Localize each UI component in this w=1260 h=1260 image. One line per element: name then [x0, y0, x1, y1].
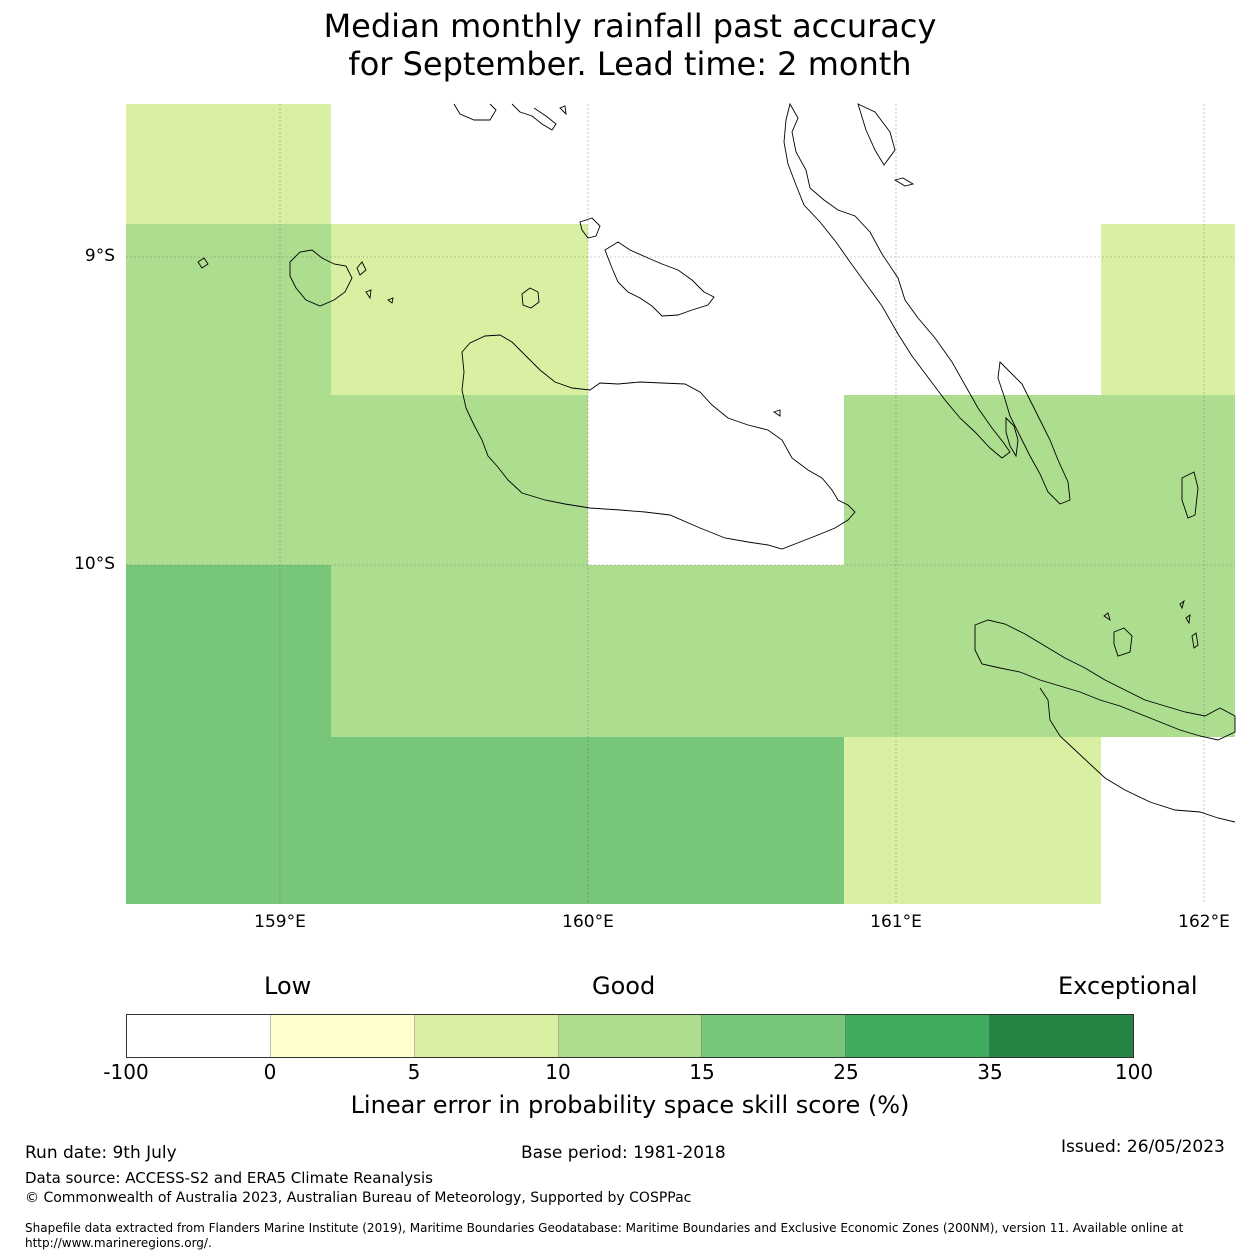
- coastline-makira: [974, 619, 1236, 741]
- coastline-islet-7: [1179, 599, 1185, 610]
- colorbar-tick: 0: [263, 1060, 277, 1084]
- legend-category-exceptional: Exceptional: [1058, 972, 1198, 1000]
- colorbar-tick: 5: [407, 1060, 421, 1084]
- skill-cell: [1101, 395, 1235, 565]
- legend-category-low: Low: [264, 972, 312, 1000]
- run-date: Run date: 9th July: [25, 1143, 177, 1163]
- colorbar-segment: [990, 1015, 1134, 1057]
- skill-cell: [331, 395, 588, 565]
- skill-cell: [331, 565, 588, 737]
- skill-cell: [588, 395, 844, 565]
- map-title-line-1: Median monthly rainfall past accuracy: [323, 7, 937, 45]
- skill-cell: [844, 737, 1101, 904]
- skill-cell: [331, 737, 588, 904]
- skill-cell: [1101, 565, 1235, 737]
- skill-cell: [844, 224, 1101, 395]
- skill-cell: [844, 104, 1101, 224]
- skill-cell: [588, 224, 844, 395]
- lat-label-10s: 10°S: [74, 554, 115, 574]
- colorbar-tick: -100: [103, 1060, 149, 1084]
- colorbar-segment: [558, 1015, 703, 1057]
- coastline-santa-isabel: [783, 102, 1011, 459]
- skill-cell: [1101, 104, 1235, 224]
- lon-label-159e: 159°E: [254, 912, 306, 932]
- coastline-islet-west: [197, 257, 209, 269]
- legend-category-good: Good: [592, 972, 656, 1000]
- coastline-islet-4: [893, 177, 915, 187]
- coastline-islet-11: [511, 103, 557, 131]
- colorbar-tick: 15: [689, 1060, 715, 1084]
- lon-label-161e: 161°E: [870, 912, 922, 932]
- coastline-islet-9: [1191, 632, 1199, 649]
- coastline-islet-3: [387, 297, 394, 304]
- lat-label-9s: 9°S: [84, 246, 115, 266]
- map-canvas: [126, 102, 1236, 904]
- coastlines: [197, 102, 1236, 823]
- skill-cell: [126, 565, 331, 737]
- colorbar-tick: 35: [977, 1060, 1003, 1084]
- coastline-islet-6: [1113, 627, 1133, 657]
- colorbar: [126, 1014, 1134, 1058]
- coastline-guadalcanal: [461, 334, 856, 550]
- coastline-islet-5: [1103, 612, 1111, 622]
- coastline-isabel-north: [857, 103, 896, 166]
- skill-cell: [1101, 737, 1235, 904]
- coastline-florida-islands: [604, 241, 715, 317]
- map-title-line-2: for September. Lead time: 2 month: [348, 45, 912, 83]
- shapefile-credit-line-1: Shapefile data extracted from Flanders M…: [25, 1221, 1184, 1235]
- lon-label-160e: 160°E: [562, 912, 614, 932]
- skill-cell: [1101, 224, 1235, 395]
- coastline-islet-13: [772, 409, 781, 417]
- coastline-islet-10: [453, 103, 497, 121]
- coastline-savo: [521, 287, 540, 309]
- colorbar-segment: [270, 1015, 415, 1057]
- coastline-nggela-north: [579, 217, 601, 239]
- colorbar-tick: 25: [833, 1060, 859, 1084]
- coastline-malaita: [997, 361, 1071, 505]
- colorbar-label: Linear error in probability space skill …: [350, 1091, 910, 1119]
- colorbar-segment: [846, 1015, 991, 1057]
- skill-cell: [588, 104, 844, 224]
- coastline-islet-1: [356, 261, 367, 276]
- coastline-ulawa: [1181, 471, 1199, 519]
- skill-cell: [331, 104, 588, 224]
- coastline-islet-12: [559, 105, 567, 116]
- colorbar-segment: [702, 1015, 847, 1057]
- data-source: Data source: ACCESS-S2 and ERA5 Climate …: [25, 1169, 433, 1187]
- colorbar-tick: 10: [545, 1060, 571, 1084]
- base-period: Base period: 1981-2018: [521, 1143, 726, 1163]
- coastline-russell-islands: [289, 249, 353, 307]
- colorbar-segment: [414, 1015, 559, 1057]
- shapefile-credit-line-2: http://www.marineregions.org/.: [25, 1236, 212, 1250]
- skill-cell: [126, 737, 331, 904]
- lon-label-162e: 162°E: [1178, 912, 1230, 932]
- copyright: © Commonwealth of Australia 2023, Austra…: [25, 1190, 692, 1206]
- skill-grid: [126, 104, 1235, 904]
- skill-cell: [126, 104, 331, 224]
- colorbar-tick: 100: [1114, 1060, 1154, 1084]
- coastline-malaita-channel: [1005, 416, 1019, 458]
- coastline-islet-2: [365, 289, 372, 300]
- skill-cell: [331, 224, 588, 395]
- issued-date: Issued: 26/05/2023: [1061, 1137, 1225, 1157]
- skill-cell: [126, 395, 331, 565]
- skill-cell: [844, 565, 1101, 737]
- coastline-islet-8: [1185, 614, 1191, 625]
- colorbar-segment: [127, 1015, 271, 1057]
- skill-cell: [844, 395, 1101, 565]
- coastline-makira-south: [1039, 687, 1236, 823]
- skill-cell: [588, 565, 844, 737]
- skill-cell: [126, 224, 331, 395]
- skill-cell: [588, 737, 844, 904]
